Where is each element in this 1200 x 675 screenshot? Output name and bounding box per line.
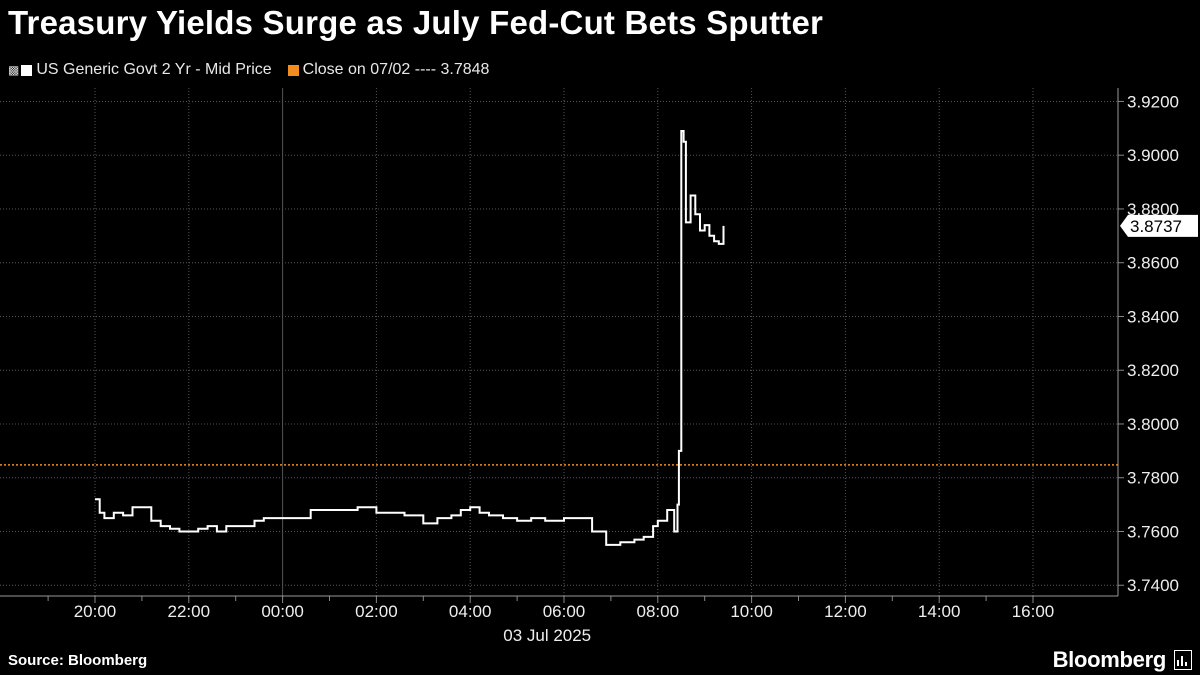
legend-swatch-series — [21, 64, 33, 76]
y-tick-label: 3.7600 — [1127, 522, 1179, 541]
x-tick-label: 20:00 — [74, 602, 117, 621]
x-tick-label: 10:00 — [730, 602, 773, 621]
y-tick-label: 3.7800 — [1127, 469, 1179, 488]
y-tick-label: 3.9200 — [1127, 92, 1179, 111]
x-tick-label: 22:00 — [168, 602, 211, 621]
x-date-label: 03 Jul 2025 — [503, 626, 591, 645]
legend-label-close: Close on 07/02 ---- 3.7848 — [302, 61, 490, 78]
y-tick-label: 3.8400 — [1127, 307, 1179, 326]
x-tick-label: 16:00 — [1012, 602, 1055, 621]
x-tick-label: 06:00 — [543, 602, 586, 621]
legend-swatch-close — [287, 64, 299, 76]
bloomberg-chart-icon — [1174, 650, 1192, 670]
y-tick-label: 3.8800 — [1127, 200, 1179, 219]
legend-item-series[interactable]: ▩ US Generic Govt 2 Yr - Mid Price — [8, 61, 272, 79]
legend-item-close[interactable]: Close on 07/02 ---- 3.7848 — [287, 61, 490, 79]
pin-icon: ▩ — [8, 63, 20, 77]
y-tick-label: 3.8200 — [1127, 361, 1179, 380]
last-value-tag — [1120, 214, 1198, 237]
last-value-label: 3.8737 — [1130, 217, 1182, 236]
y-tick-label: 3.7400 — [1127, 576, 1179, 595]
legend: ▩ US Generic Govt 2 Yr - Mid Price Close… — [8, 61, 505, 79]
x-tick-label: 00:00 — [261, 602, 304, 621]
y-tick-label: 3.9000 — [1127, 146, 1179, 165]
x-tick-label: 04:00 — [449, 602, 492, 621]
source-note: Source: Bloomberg — [8, 652, 148, 669]
y-tick-label: 3.8000 — [1127, 415, 1179, 434]
chart-title: Treasury Yields Surge as July Fed-Cut Be… — [8, 4, 824, 41]
x-tick-label: 12:00 — [824, 602, 867, 621]
series-line — [95, 130, 725, 546]
x-tick-label: 02:00 — [355, 602, 398, 621]
x-tick-label: 08:00 — [637, 602, 680, 621]
brand-logo: Bloomberg — [1052, 647, 1167, 672]
x-tick-label: 14:00 — [918, 602, 961, 621]
legend-label-series: US Generic Govt 2 Yr - Mid Price — [36, 61, 272, 78]
y-tick-label: 3.8600 — [1127, 254, 1179, 273]
